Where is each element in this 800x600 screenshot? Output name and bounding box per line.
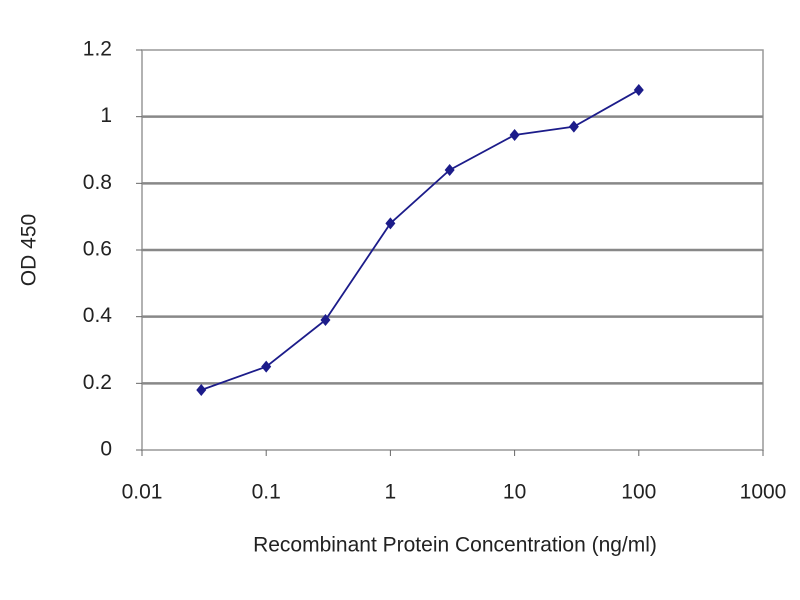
- x-tick-label: 100: [621, 481, 656, 504]
- data-point: [385, 217, 396, 230]
- data-point: [444, 164, 455, 176]
- x-axis-title: Recombinant Protein Concentration (ng/ml…: [253, 534, 657, 557]
- data-point: [568, 120, 579, 133]
- y-tick-label: 0.8: [83, 171, 112, 194]
- x-tick-label: 1000: [740, 481, 787, 504]
- data-point: [320, 314, 331, 326]
- data-point: [261, 360, 272, 373]
- y-tick-label: 1: [100, 104, 112, 127]
- y-tick-label: 0: [100, 438, 112, 461]
- y-tick-label: 0.2: [83, 371, 112, 394]
- y-tick-label: 0.4: [83, 304, 113, 327]
- y-tick-label: 1.2: [83, 38, 112, 61]
- y-axis-title: OD 450: [18, 214, 41, 286]
- x-tick-label: 0.1: [252, 481, 281, 504]
- x-tick-label: 1: [385, 481, 397, 504]
- data-line: [200, 89, 640, 391]
- x-tick-label: 0.01: [122, 481, 163, 504]
- data-point: [509, 129, 520, 141]
- y-tick-label: 0.6: [83, 238, 112, 261]
- data-point: [196, 384, 207, 396]
- data-point: [633, 84, 644, 96]
- x-tick-label: 10: [503, 481, 526, 504]
